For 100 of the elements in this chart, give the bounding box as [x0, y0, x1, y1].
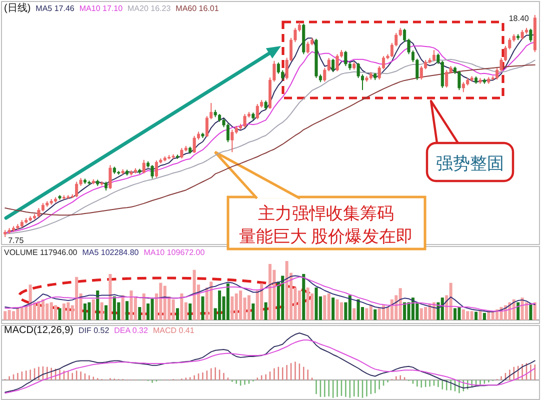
- bar: [16, 308, 20, 320]
- bar: [302, 274, 306, 320]
- bar: [323, 295, 326, 320]
- bar: [230, 296, 234, 320]
- bar: [8, 310, 11, 320]
- annotation: 主力强悍收集筹码: [258, 204, 394, 223]
- bar: [218, 290, 222, 320]
- bar: [54, 305, 58, 320]
- bar: [234, 293, 238, 320]
- bar: [424, 307, 428, 320]
- bar: [37, 301, 40, 320]
- bar: [176, 308, 180, 320]
- bar: [327, 293, 330, 320]
- bar: [285, 261, 288, 320]
- bar: [126, 301, 129, 320]
- bar: [4, 311, 7, 320]
- bar: [62, 303, 66, 320]
- bar: [403, 302, 406, 320]
- chart-title: (日线): [4, 2, 31, 14]
- annotation: 强势整固: [436, 154, 504, 173]
- bar: [75, 276, 78, 320]
- bar: [516, 302, 520, 320]
- annotation: 量能巨大 股价爆发在即: [238, 227, 414, 246]
- bar: [352, 308, 356, 320]
- bar: [108, 274, 112, 320]
- bar: [281, 276, 284, 320]
- bar: [252, 303, 255, 320]
- bar: [453, 308, 457, 320]
- bar: [201, 296, 204, 320]
- text: MA5 17.46: [36, 4, 75, 13]
- bar: [340, 302, 343, 320]
- text: MA10 17.10: [79, 4, 124, 13]
- bar: [92, 299, 95, 320]
- bar: [210, 282, 213, 320]
- bar: [12, 311, 16, 320]
- bar: [420, 308, 423, 320]
- bar: [398, 288, 402, 320]
- bar: [46, 303, 49, 320]
- bar: [121, 295, 124, 320]
- bar: [332, 298, 335, 320]
- bar: [188, 303, 192, 320]
- bar: [159, 282, 162, 320]
- bar: [96, 290, 100, 320]
- annotation: 18.40: [508, 14, 530, 23]
- bar: [260, 283, 264, 320]
- bar: [356, 299, 360, 320]
- text: MACD 0.41: [152, 326, 195, 335]
- bar: [58, 308, 62, 320]
- bar: [529, 303, 532, 320]
- bar: [138, 307, 142, 320]
- bar: [264, 302, 268, 320]
- bar: [314, 288, 318, 320]
- bar: [306, 288, 310, 320]
- annotation: 7.75: [8, 236, 24, 245]
- bar: [100, 302, 104, 320]
- bar: [163, 286, 166, 320]
- bar: [365, 308, 368, 320]
- chart-title: MACD(12,26,9): [4, 325, 74, 336]
- bar: [378, 308, 381, 320]
- bar: [112, 296, 116, 320]
- bar: [336, 299, 339, 320]
- bar: [482, 312, 486, 320]
- bar: [466, 311, 470, 320]
- bar: [180, 293, 184, 320]
- bar: [20, 307, 24, 320]
- bar: [374, 309, 377, 320]
- bar: [458, 307, 461, 320]
- bar: [239, 290, 242, 320]
- bar: [28, 284, 32, 320]
- bar: [440, 298, 444, 320]
- text: MA5 102284.80: [82, 248, 140, 257]
- bar: [382, 305, 386, 320]
- bar: [474, 312, 478, 320]
- bar: [146, 303, 150, 320]
- bar: [226, 283, 230, 320]
- text: DEA 0.32: [114, 326, 149, 335]
- bar: [348, 295, 352, 320]
- bar: [41, 299, 44, 320]
- bar: [478, 310, 482, 320]
- bar: [142, 293, 146, 320]
- bar: [130, 290, 133, 320]
- bar: [369, 305, 372, 320]
- bar: [462, 309, 465, 320]
- text: DIF 0.52: [78, 326, 110, 335]
- bar: [66, 302, 70, 320]
- bar: [83, 303, 87, 320]
- bar: [172, 299, 175, 320]
- bar: [104, 305, 108, 320]
- bar: [298, 290, 301, 320]
- text: MA20 16.23: [128, 4, 172, 13]
- bar: [268, 264, 272, 320]
- bar: [449, 282, 452, 320]
- bar: [150, 298, 154, 320]
- bar: [192, 270, 196, 320]
- text: VOLUME 117946.00: [4, 248, 78, 257]
- text: MA60 16.01: [176, 4, 220, 13]
- text: MA10 109672.00: [144, 248, 206, 257]
- bar: [247, 295, 250, 320]
- bar: [470, 311, 474, 320]
- bar: [533, 302, 536, 320]
